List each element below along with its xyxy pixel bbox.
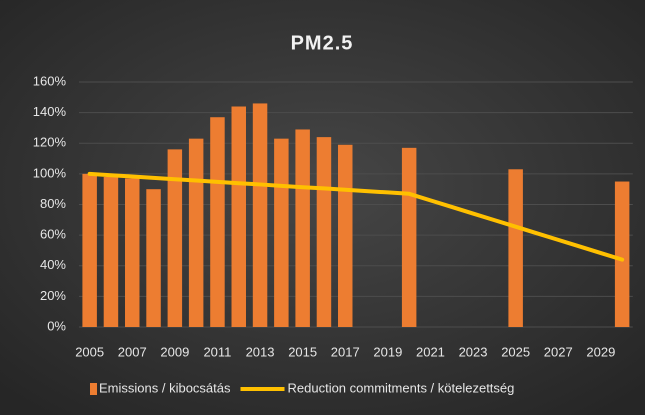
x-tick-label: 2027 — [544, 344, 573, 359]
x-tick-label: 2025 — [501, 344, 530, 359]
y-tick-label: 160% — [33, 73, 67, 88]
y-tick-label: 140% — [33, 104, 67, 119]
x-tick-label: 2005 — [75, 344, 104, 359]
legend-label: Emissions / kibocsátás — [99, 380, 231, 395]
bar — [274, 138, 289, 327]
x-tick-label: 2021 — [416, 344, 445, 359]
legend-swatch — [90, 383, 97, 395]
x-tick-label: 2017 — [331, 344, 360, 359]
bar — [103, 176, 119, 327]
bar — [146, 189, 161, 327]
bar — [188, 138, 204, 327]
y-tick-label: 120% — [33, 135, 67, 150]
y-tick-label: 100% — [33, 165, 67, 180]
y-tick-label: 80% — [40, 196, 66, 211]
bar — [401, 147, 417, 327]
bar — [125, 178, 140, 327]
bar — [82, 173, 97, 327]
x-tick-label: 2011 — [203, 344, 231, 359]
bar — [508, 169, 523, 327]
x-tick-label: 2029 — [586, 344, 615, 359]
chart-title: PM2.5 — [291, 32, 354, 54]
bar — [231, 106, 246, 327]
x-tick-label: 2023 — [459, 344, 488, 359]
y-tick-label: 0% — [47, 318, 66, 333]
bar — [295, 129, 310, 327]
bar — [252, 103, 268, 327]
x-tick-label: 2015 — [288, 344, 317, 359]
x-tick-label: 2013 — [246, 344, 275, 359]
bar — [167, 149, 183, 327]
y-tick-label: 60% — [40, 227, 66, 242]
x-tick-label: 2009 — [160, 344, 189, 359]
line — [87, 171, 625, 262]
legend-label: Reduction commitments / kötelezettség — [288, 380, 515, 395]
bar — [210, 117, 225, 327]
bar — [338, 144, 353, 327]
x-tick-label: 2019 — [373, 344, 402, 359]
bar — [316, 137, 332, 327]
y-tick-label: 40% — [40, 257, 66, 272]
x-tick-label: 2007 — [118, 344, 147, 359]
bar — [614, 181, 630, 327]
y-tick-label: 20% — [40, 288, 66, 303]
